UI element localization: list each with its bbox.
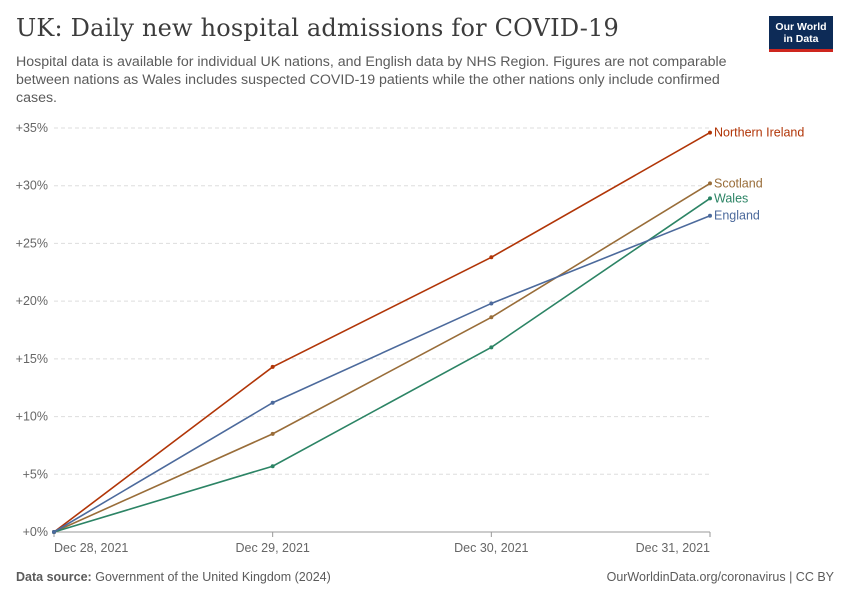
data-point [708,181,712,186]
x-tick-label: Dec 31, 2021 [636,541,710,555]
x-axis: Dec 28, 2021 Dec 29, 2021 Dec 30, 2021 Dec … [53,531,711,555]
y-tick-label: +0% [23,525,48,539]
data-point [52,530,56,534]
y-tick-label: +15% [16,352,48,366]
series-lines [52,130,712,534]
series-label: England [714,209,760,223]
data-point [270,400,275,405]
x-tick-label: Dec 30, 2021 [454,541,528,555]
data-point [270,464,275,469]
chart-subtitle: Hospital data is available for individua… [16,54,727,106]
x-tick-label: Dec 29, 2021 [235,541,309,555]
data-source-text: Government of the United Kingdom (2024) [95,570,331,584]
data-point [489,255,494,260]
data-point [708,196,712,201]
series-line [53,182,711,533]
data-point [489,345,494,350]
data-point [489,301,494,306]
grid-lines [54,127,710,475]
data-point [489,315,494,320]
data-source: Data source: Government of the United Ki… [16,570,331,584]
data-source-label: Data source: [16,570,92,584]
series-line [53,197,711,533]
y-tick-label: +30% [16,179,48,193]
data-point [708,213,712,218]
logo-line-2: in Data [783,32,819,45]
series-line [53,214,711,533]
series-label: Scotland [714,176,763,190]
y-tick-label: +5% [23,467,48,481]
y-tick-label: +10% [16,410,48,424]
x-tick-label: Dec 28, 2021 [54,541,128,555]
series-label: Wales [714,191,748,205]
y-tick-label: +25% [16,236,48,250]
footer-link[interactable]: OurWorldinData.org/coronavirus | CC BY [606,570,834,584]
owid-logo[interactable]: Our World in Data [769,16,833,52]
y-tick-label: +35% [16,121,48,135]
y-tick-label: +20% [16,294,48,308]
chart-title: UK: Daily new hospital admissions for CO… [16,14,619,42]
y-axis-ticks: +0% +5% +10% +15% +20% +25% +30% +35% [16,121,48,539]
data-point [270,364,275,369]
logo-line-1: Our World [775,20,827,33]
series-line [53,131,711,533]
data-point [270,431,275,436]
data-point [708,130,712,135]
series-label: Northern Ireland [714,126,804,140]
